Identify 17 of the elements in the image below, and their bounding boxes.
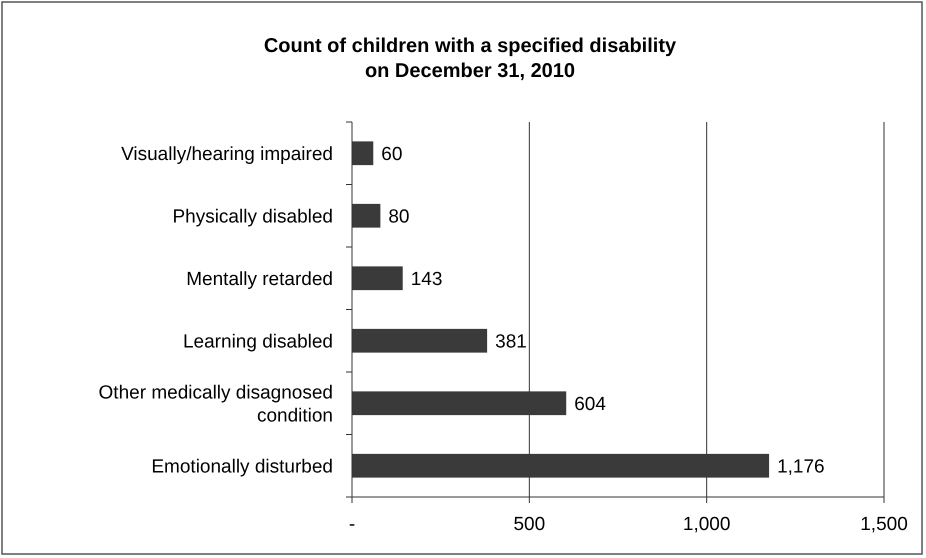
x-tick-label: 1,500 [860,514,908,535]
x-tick-label: 1,000 [682,514,730,535]
y-tick-label: Visually/hearing impaired [121,144,333,165]
y-tick-label: Emotionally disturbed [151,456,333,478]
data-label: 80 [388,206,410,228]
chart-title: Count of children with a specified disability on December 31, 2010 [264,35,678,82]
y-tick-label: Learning disabled [182,331,333,352]
y-tick-label: Other medically disagnosed condition [98,382,333,426]
data-label: 143 [410,268,442,290]
data-label: 1,176 [777,456,825,478]
x-tick-label: 500 [513,514,546,535]
x-tick-label: - [348,514,356,535]
y-tick-label: Mentally retarded [186,268,333,290]
data-label: 381 [495,331,527,352]
y-tick-label: Physically disabled [172,206,333,228]
data-label: 60 [381,144,402,165]
data-label: 604 [574,394,606,415]
